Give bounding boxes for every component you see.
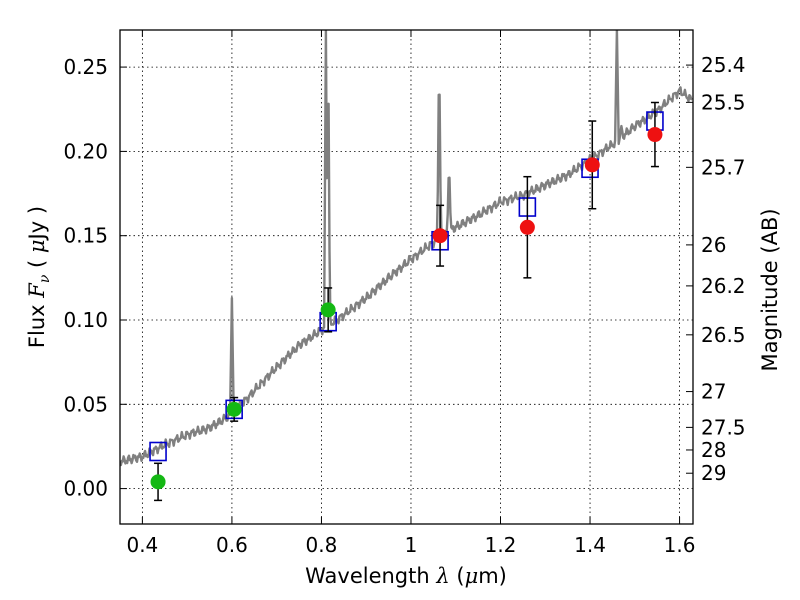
- y2-tick-label: 26.2: [701, 274, 746, 298]
- x-axis-label: Wavelength λ (μm): [305, 564, 507, 588]
- y2-tick-label: 25.5: [701, 90, 746, 114]
- x-tick-label: 0.4: [126, 533, 158, 557]
- x-tick-label: 1.6: [664, 533, 696, 557]
- y2-tick-label: 29: [701, 461, 726, 485]
- y2-tick-label: 28: [701, 438, 726, 462]
- y2-axis-label: Magnitude (AB): [758, 208, 782, 371]
- x-tick-label: 1.2: [485, 533, 517, 557]
- y2-tick-label: 27.5: [701, 415, 746, 439]
- model-box-marker: [149, 441, 167, 462]
- grid: [120, 30, 693, 524]
- y-tick-label: 0.15: [63, 224, 108, 248]
- y2-tick-label: 26.5: [701, 323, 746, 347]
- x-tick-label: 1.4: [574, 533, 606, 557]
- axes: 0.4 0.6 0.8 1 1.2 1.4 1.6 0.00 0.05 0.10 0.15 0.20 0…: [63, 30, 746, 557]
- red-data-point: [432, 228, 448, 244]
- x-tick-label: 0.6: [216, 533, 248, 557]
- y-tick-label: 0.00: [63, 477, 108, 501]
- y-tick-label: 0.20: [63, 139, 108, 163]
- y2-tick-label: 26: [701, 233, 726, 257]
- x-tick-label: 1: [405, 533, 418, 557]
- red-data-point: [647, 127, 663, 143]
- y-tick-label: 0.10: [63, 308, 108, 332]
- spectrum-line: [120, 30, 693, 467]
- green-data-point: [320, 302, 336, 318]
- red-data-point: [584, 157, 600, 173]
- y2-tick-label: 25.7: [701, 155, 746, 179]
- y2-tick-label: 27: [701, 380, 726, 404]
- y-axis-label: Flux Fν ( μJy ): [25, 206, 53, 348]
- green-data-point: [226, 401, 242, 417]
- y2-tick-label: 25.4: [701, 53, 746, 77]
- x-tick-label: 0.8: [306, 533, 338, 557]
- y-tick-label: 0.05: [63, 392, 108, 416]
- y-tick-label: 0.25: [63, 55, 108, 79]
- green-data-point: [150, 474, 166, 490]
- plot-area: [120, 30, 693, 502]
- red-data-point: [519, 219, 535, 235]
- plot-frame: [119, 29, 694, 525]
